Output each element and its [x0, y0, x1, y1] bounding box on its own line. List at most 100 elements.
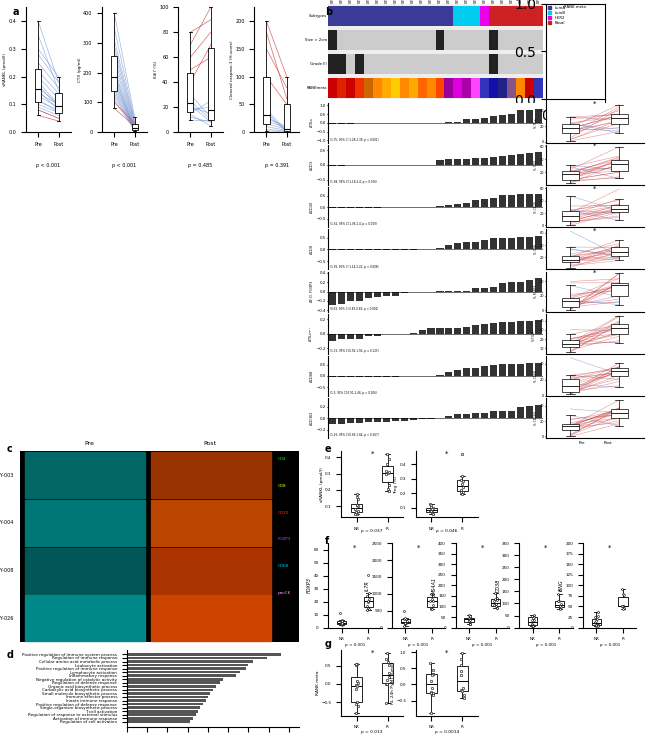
- Text: p < 0.001: p < 0.001: [112, 163, 136, 168]
- Bar: [383, 418, 390, 421]
- Text: CD20: CD20: [278, 511, 289, 515]
- Point: [400, 617, 410, 629]
- Bar: [508, 114, 515, 123]
- Point: [336, 617, 346, 629]
- Point: [465, 612, 475, 624]
- Bar: [445, 159, 452, 165]
- Bar: [409, 78, 417, 98]
- Bar: [127, 717, 192, 719]
- Bar: [480, 54, 489, 74]
- Bar: [526, 109, 533, 123]
- Text: p < 0.001: p < 0.001: [344, 643, 365, 647]
- Point: [618, 600, 628, 612]
- Text: DBY-004: DBY-004: [0, 520, 14, 526]
- Point: [398, 614, 409, 625]
- Point: [353, 700, 363, 712]
- Bar: [507, 30, 516, 50]
- Bar: [328, 54, 337, 74]
- Text: *: *: [353, 545, 357, 551]
- Bar: [328, 30, 337, 50]
- Text: p = 0.037: p = 0.037: [361, 529, 383, 533]
- Point: [384, 667, 394, 679]
- Point: [424, 505, 435, 517]
- Bar: [472, 200, 479, 207]
- Point: [351, 683, 361, 695]
- Y-axis label: $\Delta$TILs$^{pMT}$: $\Delta$TILs$^{pMT}$: [308, 325, 315, 342]
- Bar: [445, 416, 452, 418]
- Bar: [498, 78, 507, 98]
- Y-axis label: % CD163: % CD163: [534, 411, 538, 425]
- Point: [426, 504, 436, 515]
- Bar: [517, 363, 524, 376]
- Bar: [400, 291, 408, 293]
- Point: [425, 657, 436, 669]
- Point: [337, 615, 347, 627]
- Bar: [517, 407, 524, 418]
- Bar: [481, 366, 488, 376]
- Bar: [454, 370, 462, 376]
- Point: [427, 594, 437, 606]
- PathPatch shape: [610, 409, 628, 418]
- PathPatch shape: [457, 666, 468, 691]
- Point: [428, 669, 438, 680]
- Bar: [526, 280, 533, 291]
- Bar: [346, 6, 355, 26]
- Text: *: *: [593, 270, 597, 276]
- Point: [491, 600, 502, 612]
- Bar: [328, 78, 337, 98]
- Point: [458, 482, 468, 493]
- Bar: [463, 203, 471, 207]
- Point: [363, 595, 373, 607]
- Y-axis label: $\Delta$CD163: $\Delta$CD163: [308, 410, 315, 426]
- PathPatch shape: [363, 597, 373, 608]
- Bar: [481, 158, 488, 165]
- Bar: [428, 418, 435, 419]
- Text: p = 0.391: p = 0.391: [265, 163, 289, 168]
- PathPatch shape: [187, 73, 194, 112]
- Point: [592, 614, 602, 625]
- Point: [399, 605, 410, 617]
- Point: [426, 500, 436, 512]
- PathPatch shape: [426, 508, 437, 512]
- Bar: [346, 54, 355, 74]
- Bar: [489, 78, 498, 98]
- Point: [400, 617, 411, 628]
- Bar: [329, 291, 336, 305]
- Text: Pre: Pre: [84, 440, 94, 446]
- Bar: [517, 110, 524, 123]
- Point: [456, 484, 467, 495]
- Point: [337, 619, 347, 631]
- Point: [463, 615, 474, 627]
- Bar: [526, 406, 533, 418]
- Point: [426, 603, 436, 614]
- Bar: [410, 333, 417, 334]
- Y-axis label: % CD3: % CD3: [534, 160, 538, 170]
- PathPatch shape: [592, 619, 601, 625]
- Text: p = 0.046: p = 0.046: [436, 529, 458, 533]
- Bar: [516, 30, 525, 50]
- Bar: [481, 199, 488, 207]
- Bar: [127, 653, 281, 655]
- Text: f: f: [325, 536, 330, 546]
- Bar: [463, 413, 471, 418]
- Bar: [454, 159, 462, 165]
- Point: [527, 619, 538, 631]
- Bar: [508, 282, 515, 291]
- Bar: [127, 681, 220, 684]
- Point: [590, 617, 600, 628]
- Text: panCK: panCK: [278, 591, 291, 595]
- Bar: [516, 6, 525, 26]
- Point: [383, 467, 393, 479]
- Bar: [365, 334, 372, 336]
- Point: [426, 501, 437, 512]
- Point: [426, 505, 436, 517]
- Point: [363, 587, 374, 599]
- PathPatch shape: [610, 114, 628, 124]
- Bar: [400, 6, 409, 26]
- Point: [591, 619, 601, 631]
- Bar: [445, 372, 452, 376]
- PathPatch shape: [382, 663, 393, 683]
- Legend: LumA, LumB, HER2, Basal: LumA, LumB, HER2, Basal: [548, 6, 565, 25]
- PathPatch shape: [562, 124, 579, 134]
- Point: [352, 509, 362, 520]
